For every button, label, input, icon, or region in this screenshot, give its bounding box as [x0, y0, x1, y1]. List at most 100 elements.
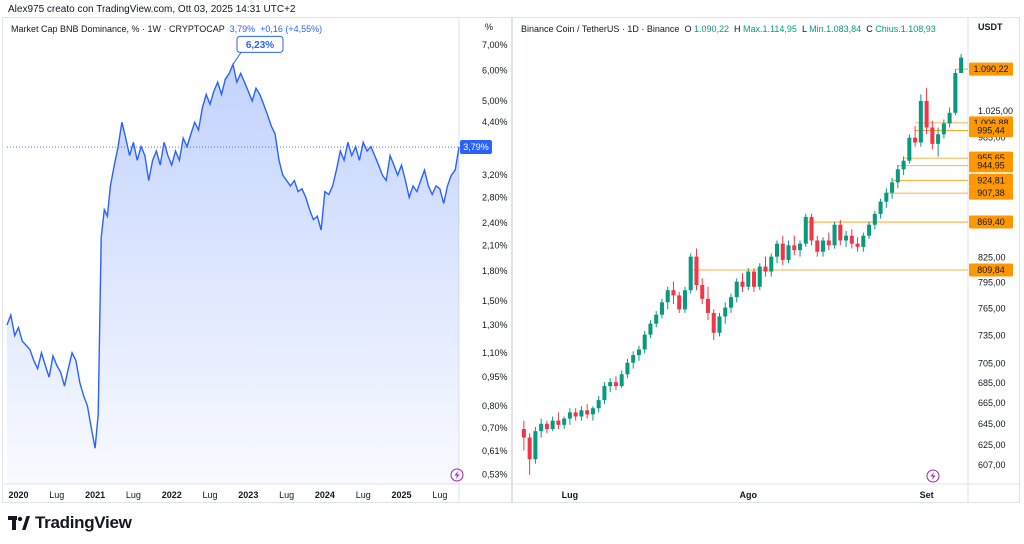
candle[interactable] — [838, 220, 843, 246]
candle[interactable] — [648, 320, 653, 339]
x-tick-label: Lug — [562, 490, 579, 500]
candle[interactable] — [711, 309, 716, 341]
y-tick-label: 0,53% — [482, 469, 508, 479]
candle[interactable] — [590, 406, 595, 421]
x-tick-label: Ago — [740, 490, 758, 500]
candle-body — [803, 216, 808, 244]
candle[interactable] — [884, 188, 889, 208]
bnb-chart-panel[interactable]: USDT 1.025,00 985,00 825,00 795,00 765,00 735,… — [512, 17, 1020, 503]
candle[interactable] — [918, 94, 923, 147]
candle-body — [941, 123, 946, 135]
candle-body — [844, 235, 849, 241]
candle[interactable] — [700, 278, 705, 305]
candle[interactable] — [567, 408, 572, 425]
candle[interactable] — [659, 298, 664, 319]
dominance-chart[interactable]: 7,00% 6,00% 5,00% 4,40% 3,20% 2,80% 2,40% 2,10%… — [3, 18, 511, 502]
candle[interactable] — [740, 273, 745, 292]
candle[interactable] — [775, 240, 780, 264]
candle[interactable] — [924, 88, 929, 135]
candle[interactable] — [521, 420, 526, 451]
candle[interactable] — [625, 358, 630, 379]
candle[interactable] — [930, 120, 935, 150]
candle[interactable] — [872, 210, 877, 230]
candle[interactable] — [562, 416, 567, 430]
candle[interactable] — [717, 312, 722, 337]
candle[interactable] — [815, 235, 820, 257]
candle[interactable] — [803, 213, 808, 247]
candle[interactable] — [786, 240, 791, 264]
candle[interactable] — [901, 156, 906, 176]
candle[interactable] — [619, 370, 624, 389]
candle[interactable] — [769, 253, 774, 277]
lightning-icon[interactable] — [926, 469, 940, 483]
candle[interactable] — [694, 248, 699, 291]
dominance-chart-panel[interactable]: 7,00% 6,00% 5,00% 4,40% 3,20% 2,80% 2,40% 2,10%… — [2, 17, 512, 503]
candle[interactable] — [947, 107, 952, 128]
candle[interactable] — [539, 418, 544, 438]
candle[interactable] — [763, 256, 768, 277]
candle-body — [654, 314, 659, 324]
candle[interactable] — [550, 416, 555, 432]
candle[interactable] — [757, 263, 762, 291]
candle[interactable] — [941, 119, 946, 139]
candle[interactable] — [556, 412, 561, 430]
candle[interactable] — [579, 406, 584, 421]
candle[interactable] — [849, 229, 854, 249]
candle[interactable] — [844, 230, 849, 247]
candle[interactable] — [688, 253, 693, 294]
candle[interactable] — [573, 408, 578, 421]
footer-branding[interactable]: TradingView — [8, 513, 132, 533]
candle[interactable] — [654, 311, 659, 328]
candle[interactable] — [728, 293, 734, 313]
candle[interactable] — [705, 286, 710, 321]
candle[interactable] — [861, 232, 866, 252]
candle[interactable] — [867, 221, 872, 239]
candle[interactable] — [913, 126, 918, 147]
candle[interactable] — [636, 345, 641, 361]
candle[interactable] — [671, 281, 676, 305]
candle[interactable] — [936, 127, 941, 157]
candle[interactable] — [631, 351, 636, 369]
candle[interactable] — [832, 221, 837, 249]
x-tick-label: Lug — [279, 490, 294, 500]
x-tick-label: Set — [920, 490, 934, 500]
candle[interactable] — [665, 286, 670, 310]
price-level-badge-label: 907,38 — [977, 188, 1005, 198]
candle[interactable] — [527, 433, 532, 475]
candle[interactable] — [907, 134, 912, 164]
tradingview-brand: TradingView — [35, 513, 132, 532]
candle[interactable] — [544, 420, 549, 434]
candle[interactable] — [809, 213, 814, 246]
candle[interactable] — [585, 404, 590, 419]
candle[interactable] — [723, 302, 728, 324]
candle[interactable] — [751, 268, 757, 292]
candle[interactable] — [602, 382, 607, 405]
candle[interactable] — [642, 330, 647, 354]
candle[interactable] — [677, 291, 682, 313]
candle[interactable] — [746, 268, 751, 291]
candle[interactable] — [798, 240, 803, 257]
dominance-line[interactable] — [6, 62, 460, 449]
candle-body — [636, 349, 641, 356]
candle[interactable] — [792, 235, 797, 256]
candle[interactable] — [953, 69, 958, 116]
candle[interactable] — [821, 237, 826, 257]
candle-body — [631, 355, 636, 363]
y-tick-label: 1,30% — [482, 320, 508, 330]
candle[interactable] — [890, 177, 895, 199]
candle[interactable] — [959, 53, 964, 74]
candle[interactable] — [780, 235, 785, 265]
lightning-icon[interactable] — [450, 468, 464, 482]
candle[interactable] — [826, 232, 831, 251]
bnb-candlestick-chart[interactable]: USDT 1.025,00 985,00 825,00 795,00 765,00 735,… — [513, 18, 1019, 502]
candle[interactable] — [608, 378, 613, 393]
candle[interactable] — [533, 426, 538, 464]
candle[interactable] — [682, 286, 687, 313]
candle[interactable] — [613, 376, 618, 391]
candle[interactable] — [596, 396, 601, 413]
candle[interactable] — [878, 198, 883, 219]
candle[interactable] — [895, 164, 900, 189]
candle[interactable] — [734, 278, 739, 303]
candle[interactable] — [855, 237, 860, 252]
dominance-legend-value: 3,79% — [229, 24, 256, 34]
